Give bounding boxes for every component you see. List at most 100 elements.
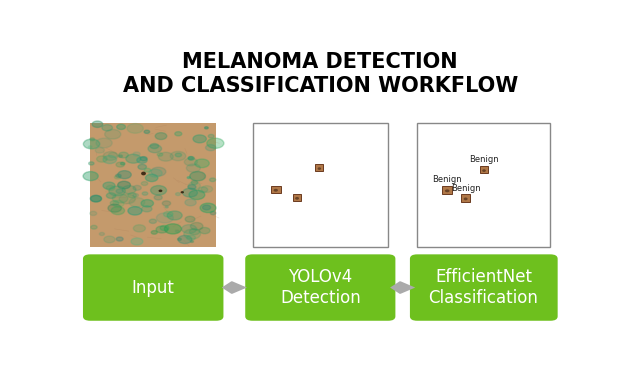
Circle shape xyxy=(149,219,156,224)
Text: EfficientNet
Classification: EfficientNet Classification xyxy=(429,268,539,307)
Circle shape xyxy=(185,199,196,206)
Circle shape xyxy=(178,236,192,243)
Text: MELANOMA DETECTION
AND CLASSIFICATION WORKFLOW: MELANOMA DETECTION AND CLASSIFICATION WO… xyxy=(122,52,518,96)
Circle shape xyxy=(126,154,141,163)
Circle shape xyxy=(133,225,146,232)
Circle shape xyxy=(103,156,116,164)
Circle shape xyxy=(200,203,216,213)
Circle shape xyxy=(96,138,112,148)
Circle shape xyxy=(83,172,98,181)
Circle shape xyxy=(97,156,107,162)
Circle shape xyxy=(206,145,216,151)
Ellipse shape xyxy=(464,198,468,200)
Circle shape xyxy=(110,201,119,206)
Circle shape xyxy=(193,135,206,143)
Circle shape xyxy=(211,211,216,214)
Circle shape xyxy=(141,182,148,186)
Circle shape xyxy=(188,177,190,178)
Circle shape xyxy=(128,193,136,198)
Circle shape xyxy=(165,206,168,208)
Circle shape xyxy=(188,157,194,160)
Circle shape xyxy=(191,222,203,230)
Circle shape xyxy=(141,200,154,207)
FancyBboxPatch shape xyxy=(461,194,470,202)
Circle shape xyxy=(191,241,194,243)
Circle shape xyxy=(116,162,124,167)
Circle shape xyxy=(140,157,147,161)
FancyBboxPatch shape xyxy=(292,194,301,201)
Circle shape xyxy=(112,194,128,203)
Circle shape xyxy=(133,152,140,156)
Circle shape xyxy=(162,201,171,206)
Circle shape xyxy=(189,229,199,235)
Ellipse shape xyxy=(482,169,486,172)
Circle shape xyxy=(129,198,145,207)
Circle shape xyxy=(106,186,115,190)
Circle shape xyxy=(91,196,102,202)
Circle shape xyxy=(111,207,124,214)
Circle shape xyxy=(154,195,162,200)
Circle shape xyxy=(157,153,162,156)
Text: Benign: Benign xyxy=(432,176,462,184)
Circle shape xyxy=(128,207,142,215)
Circle shape xyxy=(142,192,148,195)
FancyBboxPatch shape xyxy=(410,254,558,321)
Circle shape xyxy=(160,225,169,231)
Circle shape xyxy=(195,159,209,168)
FancyBboxPatch shape xyxy=(442,186,452,194)
Circle shape xyxy=(109,152,118,158)
Circle shape xyxy=(151,167,166,176)
Circle shape xyxy=(121,162,125,165)
Circle shape xyxy=(187,235,196,240)
Circle shape xyxy=(191,181,198,184)
Circle shape xyxy=(119,194,136,204)
Circle shape xyxy=(204,127,208,129)
Circle shape xyxy=(127,124,143,133)
Circle shape xyxy=(146,174,158,182)
FancyBboxPatch shape xyxy=(83,254,224,321)
Circle shape xyxy=(116,174,121,177)
Circle shape xyxy=(90,195,101,202)
Circle shape xyxy=(176,230,179,232)
Ellipse shape xyxy=(445,189,449,192)
Circle shape xyxy=(137,157,148,163)
Text: Input: Input xyxy=(132,279,174,297)
Circle shape xyxy=(209,178,216,182)
Circle shape xyxy=(122,186,136,194)
Circle shape xyxy=(90,138,94,141)
Circle shape xyxy=(109,186,126,196)
FancyBboxPatch shape xyxy=(245,254,396,321)
Circle shape xyxy=(83,139,100,149)
Circle shape xyxy=(133,185,141,190)
Circle shape xyxy=(144,168,151,172)
Circle shape xyxy=(158,152,173,161)
Polygon shape xyxy=(390,281,415,294)
Circle shape xyxy=(190,171,206,181)
Circle shape xyxy=(105,129,121,139)
Circle shape xyxy=(207,138,224,148)
FancyBboxPatch shape xyxy=(90,123,216,247)
Circle shape xyxy=(118,171,131,178)
Text: Benign: Benign xyxy=(451,183,481,192)
Circle shape xyxy=(131,238,143,245)
Circle shape xyxy=(164,211,173,217)
Circle shape xyxy=(175,132,182,136)
Circle shape xyxy=(151,231,158,234)
Ellipse shape xyxy=(318,167,321,170)
Circle shape xyxy=(151,186,166,195)
Circle shape xyxy=(113,200,124,207)
Circle shape xyxy=(148,145,162,153)
Circle shape xyxy=(149,169,162,177)
Circle shape xyxy=(186,164,201,172)
Circle shape xyxy=(144,130,149,134)
Circle shape xyxy=(90,211,97,216)
Ellipse shape xyxy=(181,191,184,194)
Circle shape xyxy=(184,158,198,166)
Circle shape xyxy=(91,225,97,229)
FancyBboxPatch shape xyxy=(480,166,488,173)
Circle shape xyxy=(95,147,104,153)
Circle shape xyxy=(182,225,197,234)
Circle shape xyxy=(164,224,181,234)
Ellipse shape xyxy=(295,197,299,200)
Circle shape xyxy=(155,133,167,140)
